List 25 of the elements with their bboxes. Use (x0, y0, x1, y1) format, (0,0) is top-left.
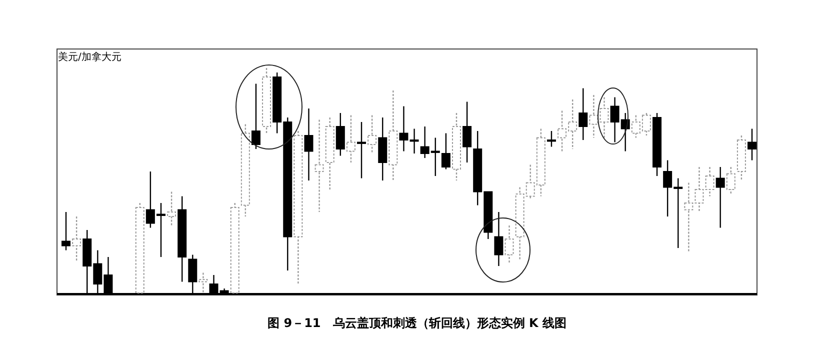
candlestick (504, 224, 514, 264)
candlestick (62, 211, 70, 251)
candlestick (546, 130, 556, 148)
candlestick (716, 166, 725, 228)
candlestick (462, 101, 472, 164)
candlestick (441, 132, 450, 170)
candlestick (72, 216, 82, 262)
candlestick (167, 191, 176, 226)
caption: 图 9－11 乌云盖顶和刺透（斩回线）形态实例 K 线图 (268, 316, 566, 330)
candlestick (578, 88, 588, 141)
candlestick (399, 106, 408, 152)
candlestick (410, 128, 419, 154)
candlestick (198, 272, 208, 294)
candlestick (748, 128, 756, 161)
candlestick (494, 211, 504, 267)
chart-title: 美元/加拿大元 (58, 51, 122, 63)
candlestick (726, 166, 736, 195)
candlestick (357, 121, 366, 179)
candlestick (314, 119, 324, 213)
candlestick (705, 166, 714, 197)
candlestick (346, 114, 356, 164)
candlestick (336, 112, 345, 156)
candlestick (304, 108, 314, 182)
candlestick (368, 114, 377, 154)
candlestick (251, 83, 260, 150)
